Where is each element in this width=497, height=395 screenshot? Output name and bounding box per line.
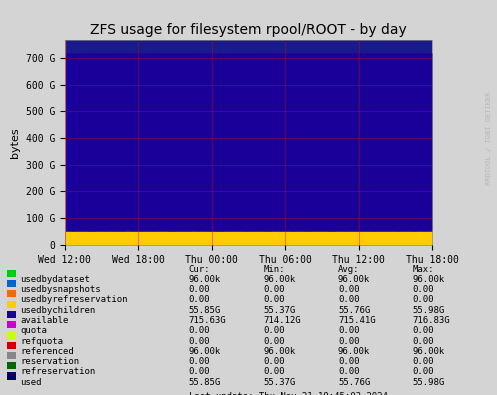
Text: 96.00k: 96.00k — [263, 275, 296, 284]
Text: 55.37G: 55.37G — [263, 378, 296, 387]
Text: 55.37G: 55.37G — [263, 306, 296, 315]
Text: 715.63G: 715.63G — [189, 316, 227, 325]
Text: usedbydataset: usedbydataset — [20, 275, 90, 284]
Text: reservation: reservation — [20, 357, 79, 366]
Text: Min:: Min: — [263, 265, 285, 274]
Text: quota: quota — [20, 326, 47, 335]
Text: 0.00: 0.00 — [338, 337, 359, 346]
Text: used: used — [20, 378, 41, 387]
Text: 96.00k: 96.00k — [189, 275, 221, 284]
Text: 0.00: 0.00 — [189, 357, 210, 366]
Text: 716.83G: 716.83G — [413, 316, 450, 325]
Text: 0.00: 0.00 — [189, 326, 210, 335]
Text: 0.00: 0.00 — [189, 367, 210, 376]
Text: 96.00k: 96.00k — [263, 347, 296, 356]
Text: Avg:: Avg: — [338, 265, 359, 274]
Text: 0.00: 0.00 — [413, 357, 434, 366]
Text: 96.00k: 96.00k — [413, 347, 445, 356]
Text: 0.00: 0.00 — [413, 285, 434, 294]
Text: Max:: Max: — [413, 265, 434, 274]
Text: 55.76G: 55.76G — [338, 306, 370, 315]
Text: 0.00: 0.00 — [263, 337, 285, 346]
Text: 55.76G: 55.76G — [338, 378, 370, 387]
Text: 96.00k: 96.00k — [413, 275, 445, 284]
Text: 0.00: 0.00 — [413, 337, 434, 346]
Title: ZFS usage for filesystem rpool/ROOT - by day: ZFS usage for filesystem rpool/ROOT - by… — [90, 23, 407, 37]
Text: 0.00: 0.00 — [263, 367, 285, 376]
Text: referenced: referenced — [20, 347, 74, 356]
Text: 0.00: 0.00 — [338, 295, 359, 305]
Text: available: available — [20, 316, 68, 325]
Y-axis label: bytes: bytes — [10, 127, 20, 158]
Text: 55.98G: 55.98G — [413, 306, 445, 315]
Text: 0.00: 0.00 — [413, 326, 434, 335]
Text: 0.00: 0.00 — [263, 285, 285, 294]
Text: 715.41G: 715.41G — [338, 316, 376, 325]
Text: 96.00k: 96.00k — [189, 347, 221, 356]
Text: 0.00: 0.00 — [263, 295, 285, 305]
Text: 55.85G: 55.85G — [189, 378, 221, 387]
Text: Cur:: Cur: — [189, 265, 210, 274]
Text: refreservation: refreservation — [20, 367, 95, 376]
Text: 55.98G: 55.98G — [413, 378, 445, 387]
Text: 0.00: 0.00 — [338, 367, 359, 376]
Text: 0.00: 0.00 — [338, 357, 359, 366]
Text: usedbyrefreservation: usedbyrefreservation — [20, 295, 127, 305]
Text: 0.00: 0.00 — [189, 295, 210, 305]
Text: refquota: refquota — [20, 337, 63, 346]
Text: 0.00: 0.00 — [263, 357, 285, 366]
Text: 714.12G: 714.12G — [263, 316, 301, 325]
Text: 0.00: 0.00 — [413, 367, 434, 376]
Text: RRDTOOL / TOBI OETIKER: RRDTOOL / TOBI OETIKER — [486, 92, 492, 185]
Text: usedbysnapshots: usedbysnapshots — [20, 285, 100, 294]
Text: usedbychildren: usedbychildren — [20, 306, 95, 315]
Text: 96.00k: 96.00k — [338, 275, 370, 284]
Text: 0.00: 0.00 — [338, 285, 359, 294]
Text: 55.85G: 55.85G — [189, 306, 221, 315]
Text: 0.00: 0.00 — [263, 326, 285, 335]
Text: 0.00: 0.00 — [189, 285, 210, 294]
Text: 0.00: 0.00 — [338, 326, 359, 335]
Text: 96.00k: 96.00k — [338, 347, 370, 356]
Text: 0.00: 0.00 — [189, 337, 210, 346]
Text: Last update: Thu Nov 21 19:45:03 2024: Last update: Thu Nov 21 19:45:03 2024 — [189, 392, 388, 395]
Text: 0.00: 0.00 — [413, 295, 434, 305]
